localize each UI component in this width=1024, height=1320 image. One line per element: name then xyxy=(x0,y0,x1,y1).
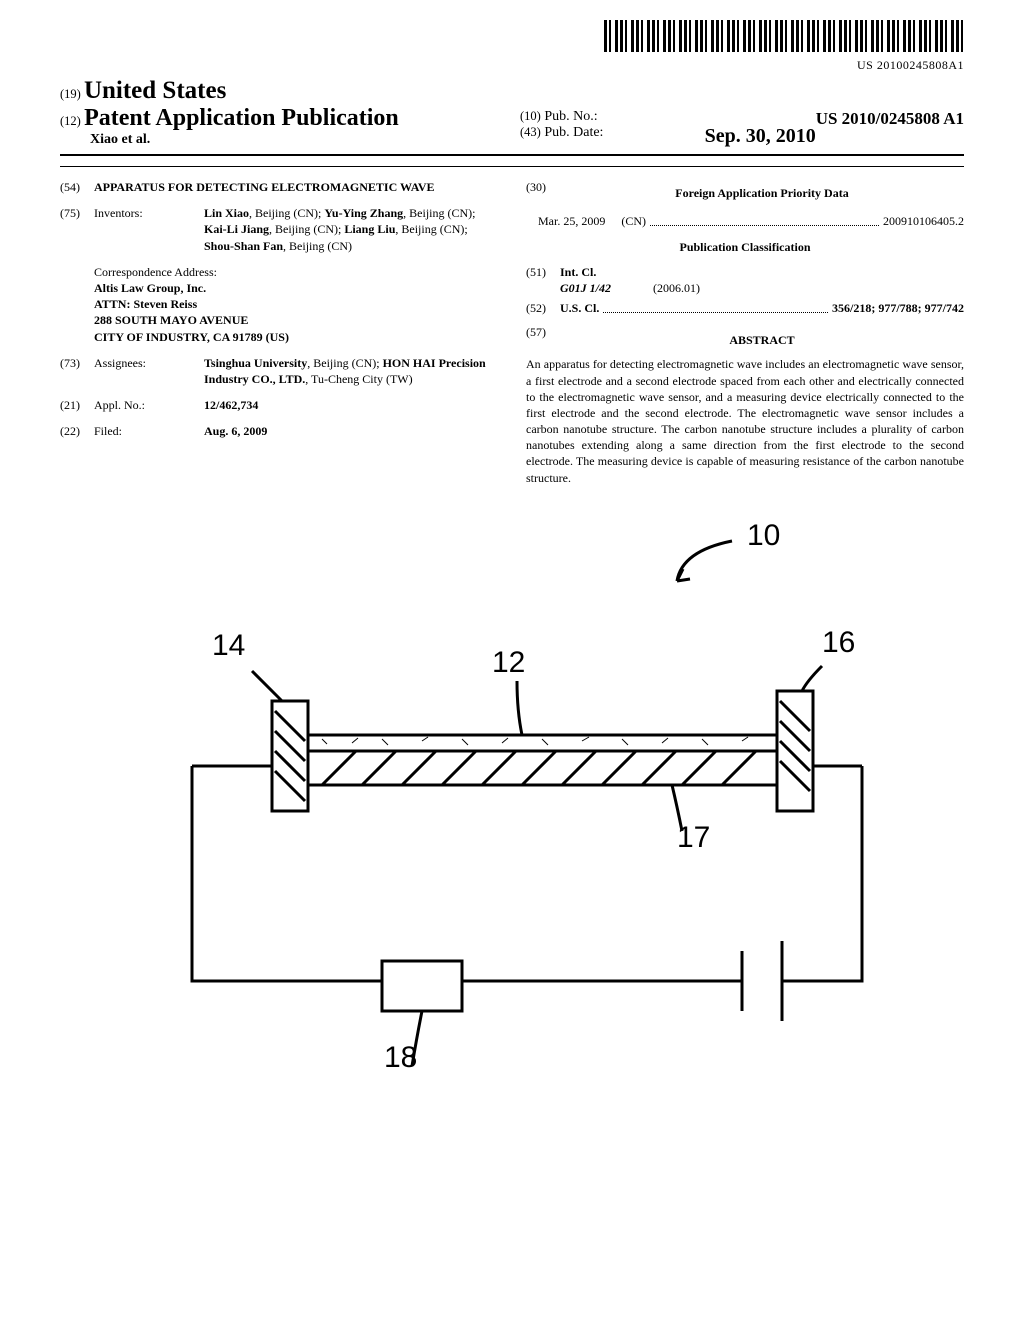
corr-l3: 288 SOUTH MAYO AVENUE xyxy=(94,312,498,328)
title-text: APPARATUS FOR DETECTING ELECTROMAGNETIC … xyxy=(94,179,498,195)
filed-val: Aug. 6, 2009 xyxy=(204,423,498,439)
pub-no: US 2010/0245808 A1 xyxy=(816,109,964,129)
intcl-item: G01J 1/42 (2006.01) xyxy=(560,280,964,296)
correspondence-address: Correspondence Address: Altis Law Group,… xyxy=(94,264,498,345)
barcode-block: US 20100245808A1 xyxy=(60,20,964,73)
inventors-num: (75) xyxy=(60,205,94,254)
barcode xyxy=(604,20,964,52)
applno-val: 12/462,734 xyxy=(204,397,498,413)
header-right: (10) Pub. No.: US 2010/0245808 A1 (43) P… xyxy=(504,109,964,148)
abs-num: (57) xyxy=(526,324,560,356)
intcl-ver: (2006.01) xyxy=(653,281,700,295)
barcode-text: US 20100245808A1 xyxy=(60,58,964,73)
pub-date: Sep. 30, 2010 xyxy=(705,125,816,148)
fap-app: 200910106405.2 xyxy=(883,213,964,229)
abs-head-row: (57) ABSTRACT xyxy=(526,324,964,356)
inventors-label: Inventors: xyxy=(94,205,204,254)
left-column: (54) APPARATUS FOR DETECTING ELECTROMAGN… xyxy=(60,179,498,486)
header-row: (19) United States (12) Patent Applicati… xyxy=(60,77,964,156)
patent-figure: 10 12 14 16 17 18 xyxy=(122,511,902,1071)
inventors-body: Lin Xiao, Beijing (CN); Yu-Ying Zhang, B… xyxy=(204,205,498,254)
dots2 xyxy=(603,312,828,313)
corr-label: Correspondence Address: xyxy=(94,264,498,280)
pub-date-prefix: (43) xyxy=(520,125,541,139)
fap-head: Foreign Application Priority Data xyxy=(560,185,964,201)
abs-head: ABSTRACT xyxy=(560,332,964,348)
country: United States xyxy=(84,77,226,104)
fig-label-12: 12 xyxy=(492,646,525,680)
pub-no-label: Pub. No.: xyxy=(544,109,597,124)
fap-row: Mar. 25, 2009 (CN) 200910106405.2 xyxy=(526,213,964,229)
corr-l1: Altis Law Group, Inc. xyxy=(94,280,498,296)
uscl-num: (52) xyxy=(526,300,560,316)
abstract-body: An apparatus for detecting electromagnet… xyxy=(526,356,964,486)
biblio-columns: (54) APPARATUS FOR DETECTING ELECTROMAGN… xyxy=(60,166,964,486)
fap-head-row: (30) Foreign Application Priority Data xyxy=(526,179,964,209)
fig-label-17: 17 xyxy=(677,821,710,855)
country-prefix: (19) xyxy=(60,87,81,101)
fap-num: (30) xyxy=(526,179,560,209)
inventors-section: (75) Inventors: Lin Xiao, Beijing (CN); … xyxy=(60,205,498,254)
uscl-row: (52) U.S. Cl. 356/218; 977/788; 977/742 xyxy=(526,300,964,316)
header-left: (19) United States (12) Patent Applicati… xyxy=(60,77,504,148)
fig-label-18: 18 xyxy=(384,1041,417,1075)
applno-num: (21) xyxy=(60,397,94,413)
country-line: (19) United States xyxy=(60,77,504,105)
fig-label-14: 14 xyxy=(212,629,245,663)
fap-date: Mar. 25, 2009 xyxy=(538,213,605,229)
title-num: (54) xyxy=(60,179,94,195)
applno-section: (21) Appl. No.: 12/462,734 xyxy=(60,397,498,413)
pub-date-label: Pub. Date: xyxy=(544,125,603,140)
fap-cc: (CN) xyxy=(621,213,646,229)
intcl-code: G01J 1/42 xyxy=(560,280,650,296)
assignees-body: Tsinghua University, Beijing (CN); HON H… xyxy=(204,355,498,387)
filed-num: (22) xyxy=(60,423,94,439)
corr-l2: ATTN: Steven Reiss xyxy=(94,296,498,312)
pub-type-line: (12) Patent Application Publication xyxy=(60,105,504,132)
pub-type-prefix: (12) xyxy=(60,114,81,128)
dots xyxy=(650,225,879,226)
assignees-num: (73) xyxy=(60,355,94,387)
pub-no-prefix: (10) xyxy=(520,109,541,123)
intcl-num: (51) xyxy=(526,264,560,280)
fig-label-10: 10 xyxy=(747,519,780,553)
right-column: (30) Foreign Application Priority Data M… xyxy=(526,179,964,486)
assignees-section: (73) Assignees: Tsinghua University, Bei… xyxy=(60,355,498,387)
uscl-label: U.S. Cl. xyxy=(560,300,599,316)
assignees-label: Assignees: xyxy=(94,355,204,387)
corr-l4: CITY OF INDUSTRY, CA 91789 (US) xyxy=(94,329,498,345)
intcl-label: Int. Cl. xyxy=(560,264,596,280)
author-line: Xiao et al. xyxy=(60,132,504,148)
intcl-row: (51) Int. Cl. xyxy=(526,264,964,280)
filed-section: (22) Filed: Aug. 6, 2009 xyxy=(60,423,498,439)
pub-type: Patent Application Publication xyxy=(84,105,399,131)
filed-label: Filed: xyxy=(94,423,204,439)
applno-label: Appl. No.: xyxy=(94,397,204,413)
pubclass-head: Publication Classification xyxy=(526,239,964,255)
pub-no-line: (10) Pub. No.: US 2010/0245808 A1 xyxy=(520,109,964,125)
fig-label-16: 16 xyxy=(822,626,855,660)
uscl-val: 356/218; 977/788; 977/742 xyxy=(832,300,964,316)
figure-svg xyxy=(122,511,902,1071)
title-section: (54) APPARATUS FOR DETECTING ELECTROMAGN… xyxy=(60,179,498,195)
